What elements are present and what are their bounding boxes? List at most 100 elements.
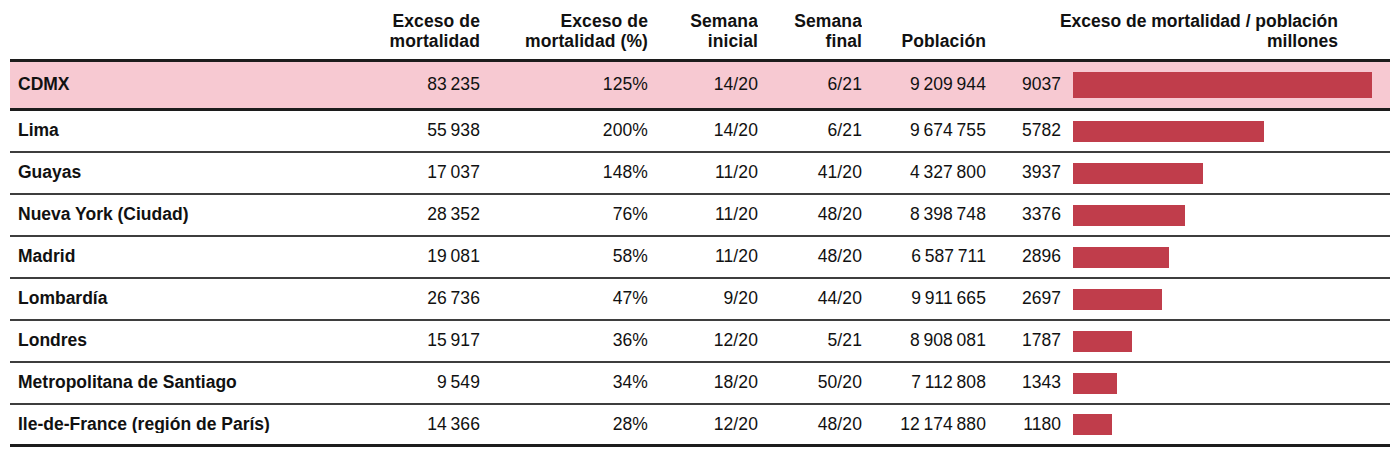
week-initial-value: 18/20 [648,374,758,392]
excess-mortality-pct: 28% [480,416,648,434]
week-initial-value: 14/20 [648,122,758,140]
per-million-value: 1343 [986,374,1061,392]
excess-mortality-table: Exceso de mortalidad Exceso de mortalida… [0,0,1400,458]
table-row: Lima 55 938 200% 14/20 6/21 9 674 755 57… [10,111,1390,153]
per-million-bar [1073,373,1117,394]
table-body: CDMX 83 235 125% 14/20 6/21 9 209 944 90… [10,62,1390,447]
table-row: CDMX 83 235 125% 14/20 6/21 9 209 944 90… [10,62,1390,111]
table-header-row: Exceso de mortalidad Exceso de mortalida… [10,2,1390,62]
table-row: Lombardía 26 736 47% 9/20 44/20 9 911 66… [10,279,1390,321]
excess-mortality-value: 55 938 [340,122,480,140]
per-million-value: 2896 [986,248,1061,266]
week-final-value: 6/21 [758,122,862,140]
per-million-value: 2697 [986,290,1061,308]
table-row: Guayas 17 037 148% 11/20 41/20 4 327 800… [10,153,1390,195]
week-final-value: 50/20 [758,374,862,392]
per-million-bar [1073,331,1132,352]
population-value: 8 908 081 [862,332,986,350]
region-name: Lima [10,122,340,140]
region-name: Ile-de-France (región de París) [10,416,340,434]
excess-mortality-pct: 47% [480,290,648,308]
excess-mortality-value: 28 352 [340,206,480,224]
excess-mortality-value: 83 235 [340,76,480,94]
per-million-bar [1073,163,1203,184]
per-million-cell: 5782 [986,121,1390,142]
week-final-value: 44/20 [758,290,862,308]
week-initial-value: 11/20 [648,248,758,266]
region-name: CDMX [10,76,340,94]
per-million-bar [1073,247,1169,268]
header-week-final: Semana final [758,11,862,59]
region-name: Londres [10,332,340,350]
population-value: 12 174 880 [862,416,986,434]
excess-mortality-value: 26 736 [340,290,480,308]
week-initial-value: 14/20 [648,76,758,94]
week-final-value: 48/20 [758,416,862,434]
week-initial-value: 11/20 [648,206,758,224]
excess-mortality-pct: 200% [480,122,648,140]
population-value: 6 587 711 [862,248,986,266]
excess-mortality-value: 15 917 [340,332,480,350]
excess-mortality-value: 14 366 [340,416,480,434]
per-million-cell: 1180 [986,414,1390,435]
table-row: Metropolitana de Santiago 9 549 34% 18/2… [10,363,1390,405]
per-million-cell: 3376 [986,205,1390,226]
per-million-bar [1073,205,1185,226]
region-name: Madrid [10,248,340,266]
per-million-cell: 2697 [986,289,1390,310]
per-million-value: 5782 [986,122,1061,140]
table-row: Nueva York (Ciudad) 28 352 76% 11/20 48/… [10,195,1390,237]
region-name: Lombardía [10,290,340,308]
per-million-bar [1073,72,1372,98]
header-region-empty [10,51,340,59]
excess-mortality-pct: 125% [480,76,648,94]
population-value: 9 911 665 [862,290,986,308]
header-excess-mortality-pct: Exceso de mortalidad (%) [480,11,648,59]
region-name: Nueva York (Ciudad) [10,206,340,224]
excess-mortality-value: 19 081 [340,248,480,266]
excess-mortality-pct: 148% [480,164,648,182]
population-value: 7 112 808 [862,374,986,392]
excess-mortality-value: 17 037 [340,164,480,182]
excess-mortality-pct: 34% [480,374,648,392]
week-final-value: 48/20 [758,206,862,224]
per-million-cell: 3937 [986,163,1390,184]
week-final-value: 6/21 [758,76,862,94]
per-million-cell: 2896 [986,247,1390,268]
per-million-cell: 1787 [986,331,1390,352]
per-million-bar [1073,121,1264,142]
week-final-value: 41/20 [758,164,862,182]
excess-mortality-pct: 76% [480,206,648,224]
population-value: 9 209 944 [862,76,986,94]
header-per-million: Exceso de mortalidad / población millone… [986,11,1390,59]
week-final-value: 48/20 [758,248,862,266]
per-million-cell: 1343 [986,373,1390,394]
excess-mortality-value: 9 549 [340,374,480,392]
per-million-value: 1180 [986,416,1061,434]
week-initial-value: 11/20 [648,164,758,182]
per-million-value: 3937 [986,164,1061,182]
excess-mortality-pct: 58% [480,248,648,266]
header-week-initial: Semana inicial [648,11,758,59]
per-million-value: 9037 [986,76,1061,94]
week-initial-value: 12/20 [648,332,758,350]
week-initial-value: 12/20 [648,416,758,434]
week-final-value: 5/21 [758,332,862,350]
population-value: 4 327 800 [862,164,986,182]
region-name: Guayas [10,164,340,182]
table-row: Ile-de-France (región de París) 14 366 2… [10,405,1390,447]
region-name: Metropolitana de Santiago [10,374,340,392]
table-row: Londres 15 917 36% 12/20 5/21 8 908 081 … [10,321,1390,363]
per-million-cell: 9037 [986,72,1390,98]
population-value: 8 398 748 [862,206,986,224]
per-million-bar [1073,414,1112,435]
excess-mortality-pct: 36% [480,332,648,350]
per-million-value: 1787 [986,332,1061,350]
table-row: Madrid 19 081 58% 11/20 48/20 6 587 711 … [10,237,1390,279]
week-initial-value: 9/20 [648,290,758,308]
header-excess-mortality: Exceso de mortalidad [340,11,480,59]
per-million-bar [1073,289,1162,310]
per-million-value: 3376 [986,206,1061,224]
population-value: 9 674 755 [862,122,986,140]
header-population: Población [862,31,986,59]
